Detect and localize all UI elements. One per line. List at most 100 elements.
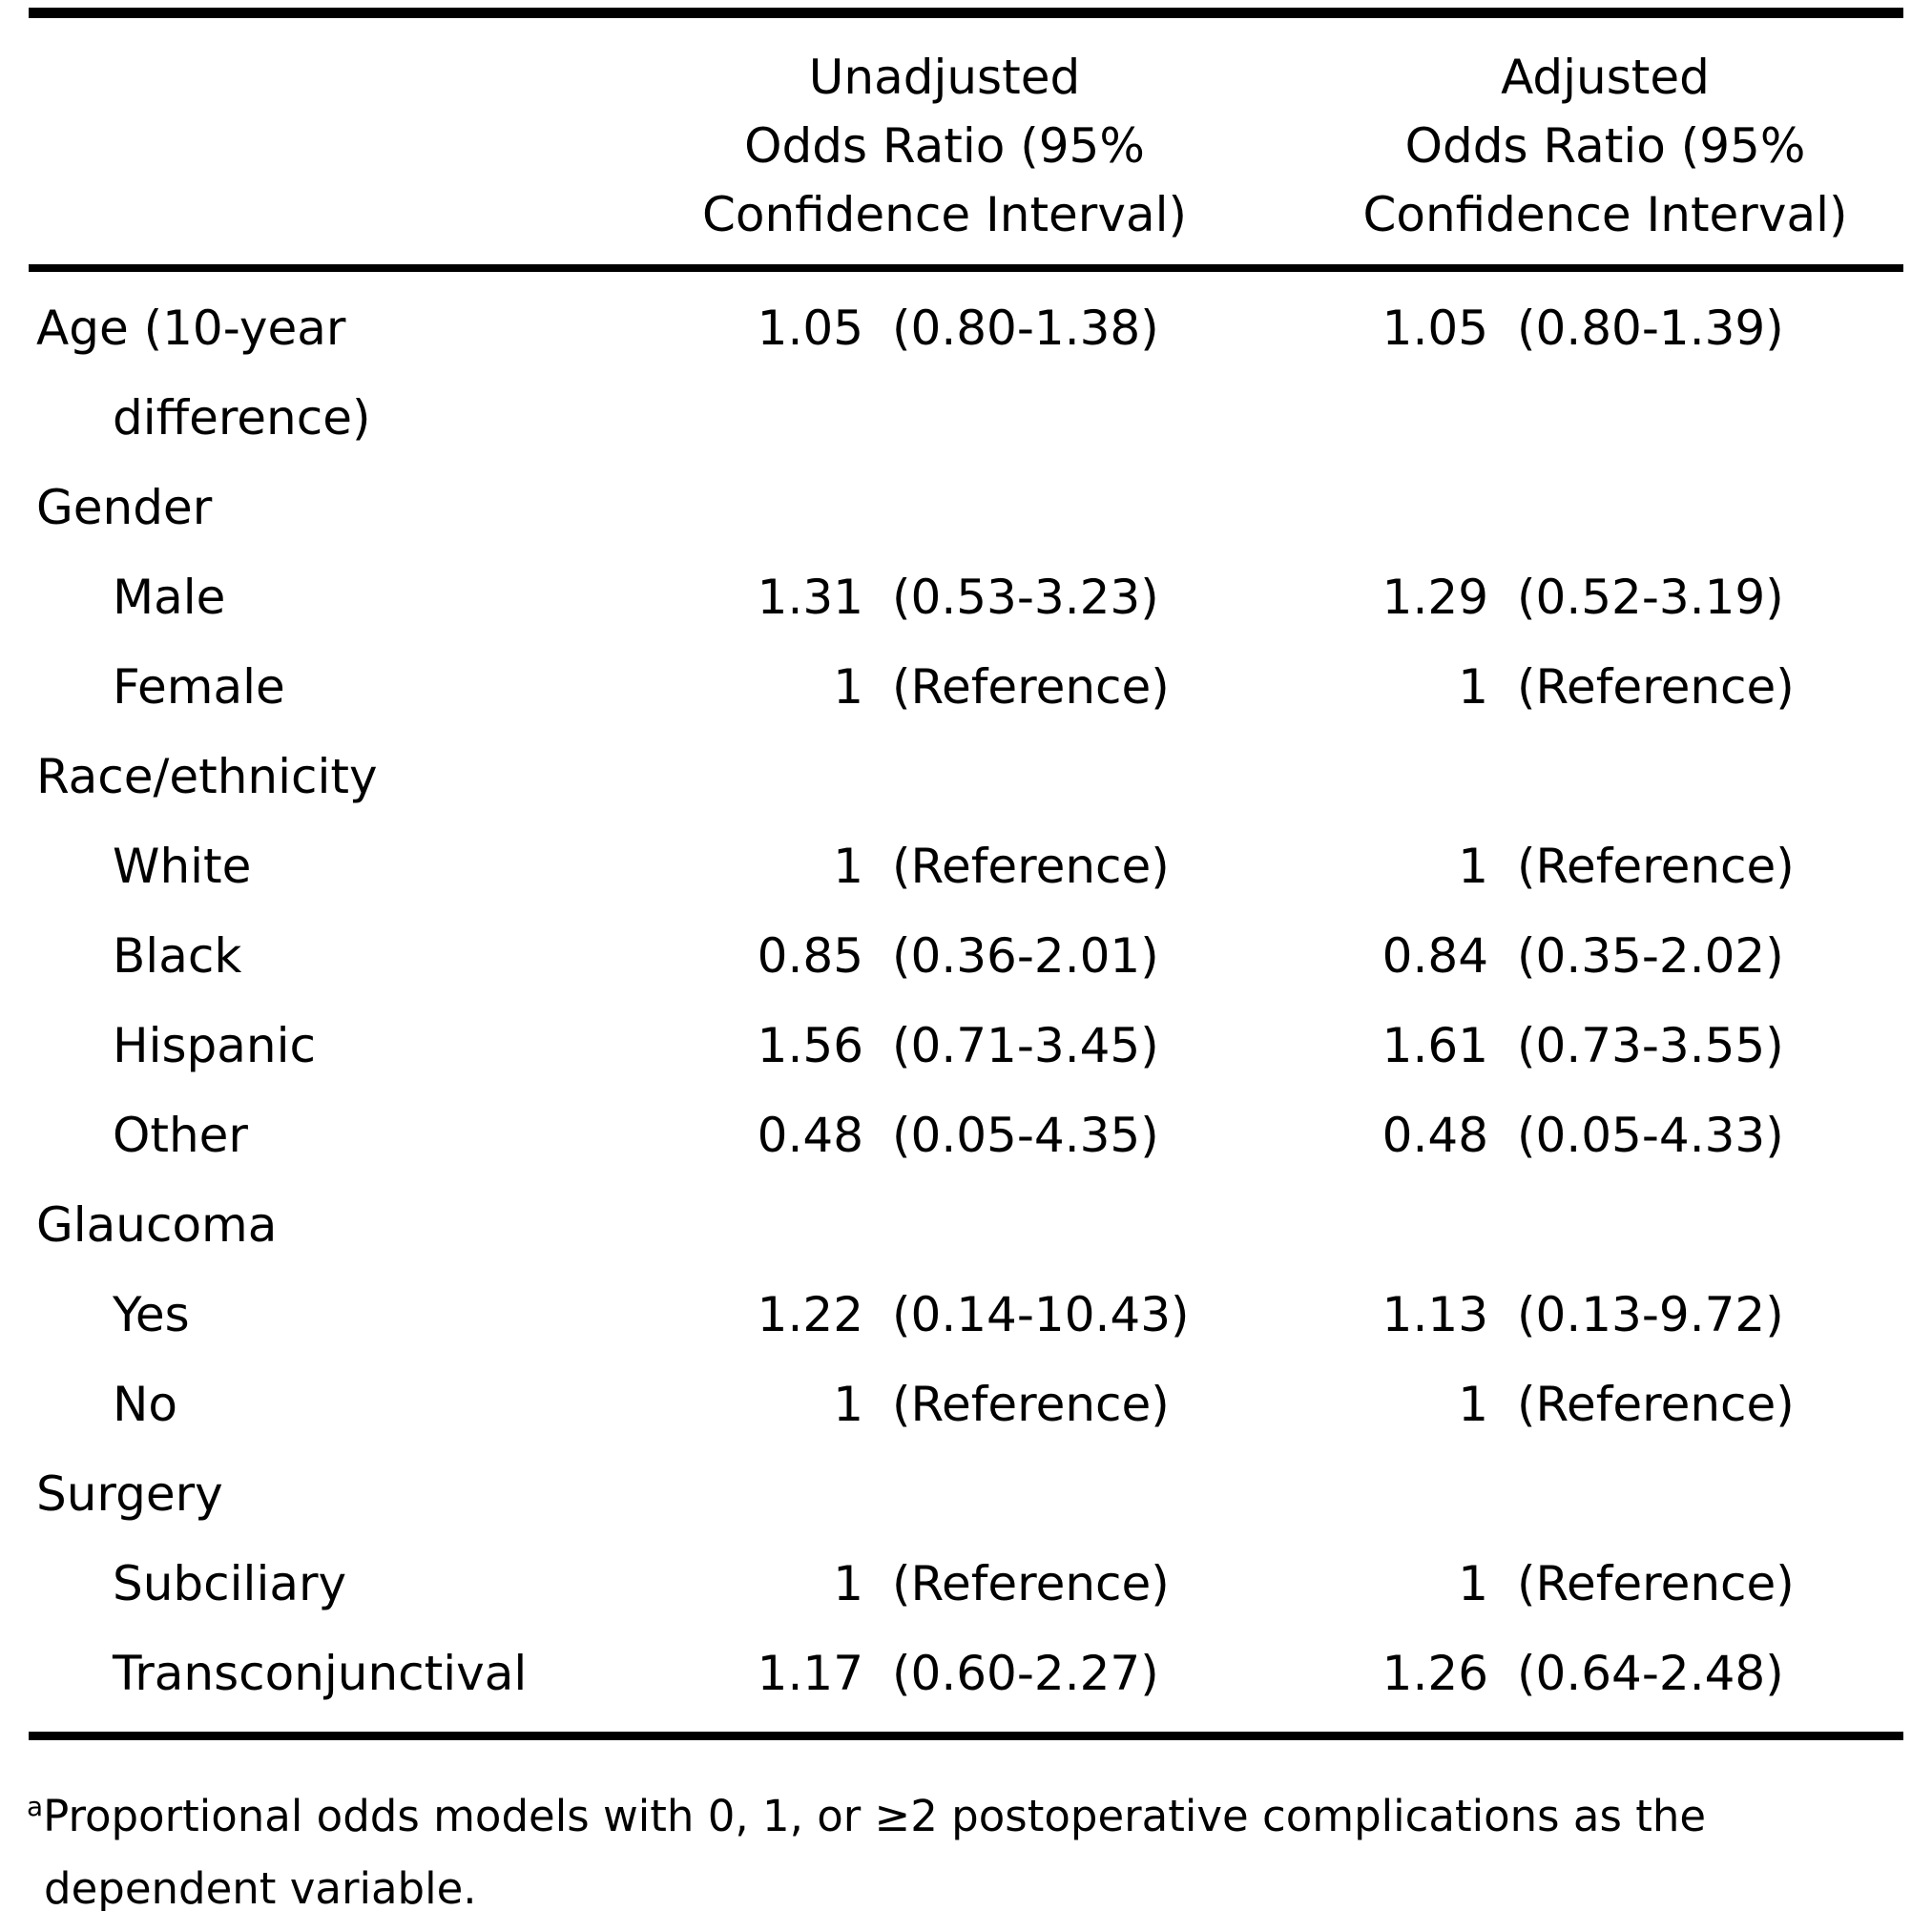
adjusted-value-cell: 1.13 (0.13-9.72) — [1278, 1270, 1932, 1360]
table-row-female: Female 1 (Reference) 1 (Reference) — [0, 642, 1932, 732]
header-label-spacer — [0, 43, 611, 249]
row-label: Female — [113, 659, 285, 715]
column-header-line: Odds Ratio (95% — [744, 118, 1145, 174]
unadjusted-value-cell: 1 (Reference) — [611, 821, 1278, 911]
table-row-male: Male 1.31 (0.53-3.23) 1.29 (0.52-3.19) — [0, 552, 1932, 642]
odds-ratio: 1.22 — [757, 1287, 863, 1342]
odds-ratio: 1.31 — [757, 570, 863, 625]
unadjusted-value-cell: 1.17 (0.60-2.27) — [611, 1629, 1278, 1718]
confidence-interval: (0.13-9.72) — [1517, 1287, 1784, 1342]
table-header-row: Unadjusted Odds Ratio (95% Confidence In… — [0, 18, 1932, 259]
confidence-interval: (Reference) — [1517, 1556, 1795, 1611]
section-label: Surgery — [36, 1466, 223, 1522]
row-label: Subciliary — [113, 1556, 347, 1611]
confidence-interval: (0.80-1.39) — [1517, 301, 1784, 356]
odds-ratio: 1 — [1458, 839, 1488, 894]
odds-ratio: 1 — [833, 1556, 863, 1611]
adjusted-value-cell: 1 (Reference) — [1278, 821, 1932, 911]
adjusted-value-cell: 1.26 (0.64-2.48) — [1278, 1629, 1932, 1718]
unadjusted-value-cell: 1 (Reference) — [611, 1539, 1278, 1629]
odds-ratio: 0.48 — [757, 1108, 863, 1163]
table-row-hispanic: Hispanic 1.56 (0.71-3.45) 1.61 (0.73-3.5… — [0, 1001, 1932, 1091]
odds-ratio: 1 — [833, 1377, 863, 1432]
confidence-interval: (0.73-3.55) — [1517, 1018, 1784, 1073]
table-section-surgery: Surgery — [0, 1449, 1932, 1539]
odds-ratio: 1.26 — [1381, 1646, 1488, 1701]
odds-ratio: 1.29 — [1381, 570, 1488, 625]
table-body: Age (10-year difference) 1.05 (0.80-1.38… — [0, 283, 1932, 1718]
table-section-gender: Gender — [0, 463, 1932, 552]
table-top-rule — [29, 8, 1903, 18]
confidence-interval: (Reference) — [1517, 839, 1795, 894]
unadjusted-value-cell: 1.05 (0.80-1.38) — [611, 283, 1278, 373]
confidence-interval: (0.52-3.19) — [1517, 570, 1784, 625]
column-header-line: Confidence Interval) — [701, 187, 1187, 242]
unadjusted-value-cell: 1.22 (0.14-10.43) — [611, 1270, 1278, 1360]
confidence-interval: (0.35-2.02) — [1517, 928, 1784, 984]
confidence-interval: (0.80-1.38) — [892, 301, 1159, 356]
odds-ratio: 1 — [833, 839, 863, 894]
section-label: Gender — [36, 480, 213, 535]
table-row-glaucoma-yes: Yes 1.22 (0.14-10.43) 1.13 (0.13-9.72) — [0, 1270, 1932, 1360]
confidence-interval: (0.05-4.33) — [1517, 1108, 1784, 1163]
unadjusted-value-cell: 1.31 (0.53-3.23) — [611, 552, 1278, 642]
footnote-text: Proportional odds models with 0, 1, or ≥… — [43, 1791, 1707, 1911]
row-label: White — [113, 839, 252, 894]
odds-ratio: 0.85 — [757, 928, 863, 984]
confidence-interval: (0.36-2.01) — [892, 928, 1159, 984]
adjusted-value-cell: 1.05 (0.80-1.39) — [1278, 283, 1932, 373]
table-row-age: Age (10-year difference) 1.05 (0.80-1.38… — [0, 283, 1932, 463]
odds-ratio: 1 — [1458, 1556, 1488, 1611]
table-bottom-rule — [29, 1732, 1903, 1740]
odds-ratio: 1.17 — [757, 1646, 863, 1701]
confidence-interval: (Reference) — [892, 1377, 1170, 1432]
table-row-other: Other 0.48 (0.05-4.35) 0.48 (0.05-4.33) — [0, 1091, 1932, 1180]
table-row-transconjunctival: Transconjunctival 1.17 (0.60-2.27) 1.26 … — [0, 1629, 1932, 1718]
odds-ratio: 0.84 — [1381, 928, 1488, 984]
adjusted-value-cell: 0.48 (0.05-4.33) — [1278, 1091, 1932, 1180]
row-label: No — [113, 1377, 177, 1432]
row-label: Black — [113, 928, 242, 984]
column-header-unadjusted: Unadjusted Odds Ratio (95% Confidence In… — [611, 43, 1278, 249]
row-label: Other — [113, 1108, 248, 1163]
confidence-interval: (0.60-2.27) — [892, 1646, 1159, 1701]
confidence-interval: (0.64-2.48) — [1517, 1646, 1784, 1701]
odds-ratio: 1.61 — [1381, 1018, 1488, 1073]
table-footnote: aProportional odds models with 0, 1, or … — [27, 1780, 1911, 1911]
unadjusted-value-cell: 0.48 (0.05-4.35) — [611, 1091, 1278, 1180]
odds-ratio: 1 — [1458, 1377, 1488, 1432]
odds-ratio: 0.48 — [1381, 1108, 1488, 1163]
section-label: Race/ethnicity — [36, 749, 378, 804]
section-label: Glaucoma — [36, 1197, 278, 1253]
column-header-line: Unadjusted — [808, 50, 1081, 105]
adjusted-value-cell: 1.29 (0.52-3.19) — [1278, 552, 1932, 642]
unadjusted-value-cell: 1 (Reference) — [611, 642, 1278, 732]
confidence-interval: (Reference) — [892, 839, 1170, 894]
confidence-interval: (0.14-10.43) — [892, 1287, 1190, 1342]
unadjusted-value-cell: 0.85 (0.36-2.01) — [611, 911, 1278, 1001]
confidence-interval: (Reference) — [1517, 1377, 1795, 1432]
column-header-line: Confidence Interval) — [1362, 187, 1848, 242]
odds-ratio: 1.05 — [1381, 301, 1488, 356]
confidence-interval: (0.53-3.23) — [892, 570, 1159, 625]
table-row-glaucoma-no: No 1 (Reference) 1 (Reference) — [0, 1360, 1932, 1449]
row-label: Yes — [113, 1287, 190, 1342]
confidence-interval: (Reference) — [892, 659, 1170, 715]
adjusted-value-cell: 1.61 (0.73-3.55) — [1278, 1001, 1932, 1091]
adjusted-value-cell: 1 (Reference) — [1278, 642, 1932, 732]
column-header-adjusted: Adjusted Odds Ratio (95% Confidence Inte… — [1278, 43, 1932, 249]
column-header-line: Adjusted — [1501, 50, 1710, 105]
unadjusted-value-cell: 1 (Reference) — [611, 1360, 1278, 1449]
row-label: Transconjunctival — [113, 1646, 528, 1701]
row-label: Male — [113, 570, 226, 625]
confidence-interval: (Reference) — [1517, 659, 1795, 715]
table-row-subciliary: Subciliary 1 (Reference) 1 (Reference) — [0, 1539, 1932, 1629]
table-header-rule — [29, 264, 1903, 272]
table-row-black: Black 0.85 (0.36-2.01) 0.84 (0.35-2.02) — [0, 911, 1932, 1001]
row-label: Age (10-year difference) — [36, 301, 371, 446]
odds-ratio: 1 — [833, 659, 863, 715]
footnote-marker: a — [27, 1791, 44, 1822]
unadjusted-value-cell: 1.56 (0.71-3.45) — [611, 1001, 1278, 1091]
adjusted-value-cell: 1 (Reference) — [1278, 1360, 1932, 1449]
odds-ratio: 1.05 — [757, 301, 863, 356]
